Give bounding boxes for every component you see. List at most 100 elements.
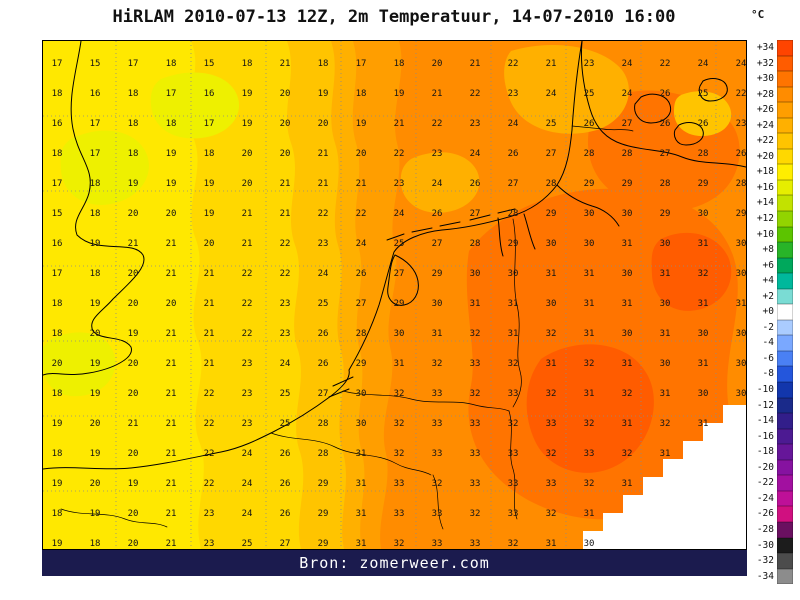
temperature-value: 19 <box>90 299 101 309</box>
temperature-value: 21 <box>166 479 177 489</box>
temperature-value: 30 <box>584 239 595 249</box>
temperature-value: 19 <box>90 239 101 249</box>
temperature-value: 22 <box>356 209 367 219</box>
temperature-value: 20 <box>128 359 139 369</box>
temperature-values: 17 15 17 18 15 18 21 18 17 18 20 21 22 21 23 24 22 24 24 18… <box>52 59 746 549</box>
field-region-16-18 <box>43 332 116 397</box>
temperature-value: 31 <box>698 419 709 429</box>
temperature-value: 26 <box>280 509 291 519</box>
colorbar-label: -18 <box>756 446 774 458</box>
colorbar-swatch <box>777 319 793 336</box>
latlon-grid <box>43 41 746 549</box>
colorbar-label: +0 <box>762 306 774 318</box>
colorbar-label: -20 <box>756 461 774 473</box>
temperature-value: 21 <box>166 329 177 339</box>
temperature-value: 32 <box>432 359 443 369</box>
temperature-value: 33 <box>432 539 443 549</box>
colorbar-label: +4 <box>762 275 774 287</box>
temperature-value: 31 <box>584 299 595 309</box>
temperature-value: 31 <box>660 269 671 279</box>
colorbar-swatch <box>777 568 793 585</box>
temperature-value: 29 <box>318 479 329 489</box>
temperature-value: 28 <box>736 179 746 189</box>
colorbar-label: +34 <box>756 42 774 53</box>
coastline-path <box>698 78 728 102</box>
temperature-value: 33 <box>508 389 519 399</box>
temperature-value: 17 <box>52 59 63 69</box>
temperature-value: 19 <box>90 509 101 519</box>
temperature-value: 21 <box>546 59 557 69</box>
map-canvas: 17 15 17 18 15 18 21 18 17 18 20 21 22 21 23 24 22 24 24 18… <box>43 41 746 549</box>
colorbar-entry: +34 <box>749 40 793 56</box>
temperature-value: 18 <box>128 89 139 99</box>
temperature-value: 28 <box>356 329 367 339</box>
temperature-value: 21 <box>166 269 177 279</box>
colorbar-entry: -34 <box>749 568 793 585</box>
temperature-value: 23 <box>318 239 329 249</box>
temperature-value: 21 <box>356 179 367 189</box>
temperature-value: 25 <box>280 419 291 429</box>
temperature-value: 15 <box>90 59 101 69</box>
colorbar-label: +6 <box>762 259 774 271</box>
temperature-value: 30 <box>622 209 633 219</box>
temperature-value: 31 <box>394 359 405 369</box>
temperature-value: 24 <box>356 239 367 249</box>
colorbar-label: +18 <box>756 166 774 178</box>
colorbar-entry: +20 <box>749 148 793 165</box>
temperature-value: 26 <box>318 359 329 369</box>
temperature-value: 31 <box>584 389 595 399</box>
colorbar-entry: -6 <box>749 350 793 367</box>
colorbar-entry: -10 <box>749 382 793 398</box>
temperature-value: 22 <box>470 89 481 99</box>
colorbar-label: +16 <box>756 181 774 193</box>
colorbar-label: -28 <box>756 523 774 535</box>
colorbar-entry: +14 <box>749 195 793 212</box>
temperature-value: 32 <box>584 479 595 489</box>
temperature-value: 32 <box>546 329 557 339</box>
temperature-value: 20 <box>280 149 291 159</box>
colorbar-swatch <box>777 350 793 367</box>
colorbar-label: -6 <box>762 352 774 364</box>
colorbar-swatch <box>777 288 793 305</box>
temperature-value: 27 <box>356 299 367 309</box>
temperature-value: 22 <box>242 299 253 309</box>
temperature-value: 32 <box>622 449 633 459</box>
colorbar-swatch <box>777 413 793 429</box>
temperature-value: 22 <box>280 269 291 279</box>
temperature-value: 26 <box>660 119 671 129</box>
temperature-value: 29 <box>660 209 671 219</box>
coastline-path <box>411 227 433 233</box>
temperature-value: 17 <box>90 149 101 159</box>
temperature-value: 32 <box>698 269 709 279</box>
border-path <box>508 410 518 520</box>
colorbar-swatch <box>777 133 793 149</box>
colorbar-entry: -20 <box>749 459 793 476</box>
coastline-path <box>43 41 145 376</box>
temperature-value: 23 <box>584 59 595 69</box>
colorbar-label: +8 <box>762 244 774 256</box>
temperature-value: 18 <box>394 59 405 69</box>
temperature-value: 20 <box>128 209 139 219</box>
colorbar-entry: +22 <box>749 133 793 149</box>
temperature-value: 33 <box>470 539 481 549</box>
temperature-value: 19 <box>204 209 215 219</box>
temperature-value: 30 <box>660 299 671 309</box>
temperature-value: 31 <box>660 329 671 339</box>
temperature-value: 31 <box>546 539 557 549</box>
colorbar-entry: -26 <box>749 506 793 522</box>
temperature-value: 24 <box>242 509 253 519</box>
temperature-value: 21 <box>166 539 177 549</box>
temperature-value: 18 <box>166 59 177 69</box>
temperature-value: 31 <box>508 329 519 339</box>
temperature-value: 25 <box>546 119 557 129</box>
colorbar-swatch <box>777 195 793 212</box>
temperature-value: 22 <box>242 329 253 339</box>
colorbar-label: -34 <box>756 570 774 582</box>
colorbar-entry: +24 <box>749 117 793 134</box>
temperature-value: 18 <box>90 209 101 219</box>
temperature-value: 20 <box>166 299 177 309</box>
colorbar: +34 +32 +30 +28 +26 +24 +22 +20 +18 +16 +14 +12 +10 +… <box>749 40 793 585</box>
temperature-value: 30 <box>736 269 746 279</box>
colorbar-swatch <box>777 164 793 180</box>
colorbar-label: -26 <box>756 508 774 520</box>
